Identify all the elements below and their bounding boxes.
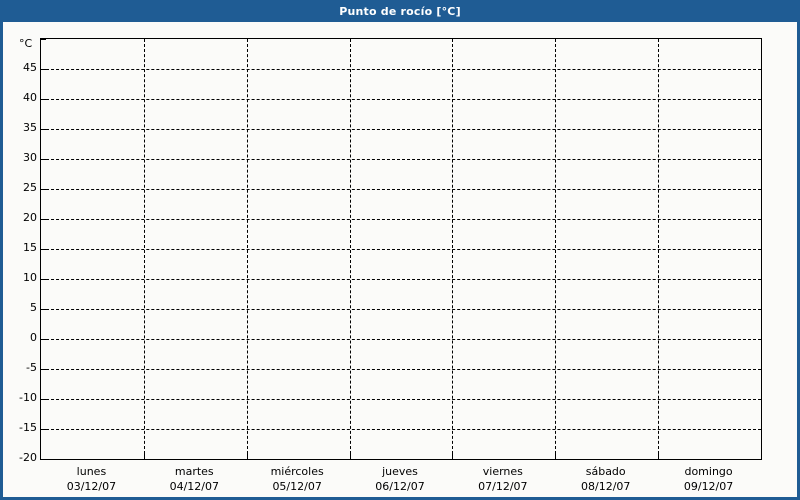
plot-area bbox=[40, 38, 762, 460]
chart-title-bar: Punto de rocío [°C] bbox=[0, 0, 800, 22]
y-axis-tick-label: 10 bbox=[23, 271, 37, 284]
gridline-horizontal bbox=[41, 69, 761, 70]
gridline-horizontal bbox=[41, 369, 761, 370]
x-axis-tick-label: viernes 07/12/07 bbox=[448, 465, 558, 495]
x-axis-date-label: 06/12/07 bbox=[375, 479, 425, 493]
y-axis-tick-label: 30 bbox=[23, 151, 37, 164]
y-axis-unit-label: °C bbox=[19, 37, 33, 50]
x-axis-day-label: lunes bbox=[76, 465, 107, 478]
gridline-vertical bbox=[555, 39, 557, 459]
y-axis-tick bbox=[41, 399, 46, 400]
y-axis-tick bbox=[41, 99, 46, 100]
x-axis-day-label: martes bbox=[174, 465, 214, 478]
x-axis-day-label: sábado bbox=[585, 465, 626, 478]
x-axis-day-label: miércoles bbox=[270, 465, 324, 478]
y-axis-tick-label: 20 bbox=[23, 211, 37, 224]
y-axis-tick-label: 25 bbox=[23, 181, 37, 194]
y-axis-tick-label: 35 bbox=[23, 121, 37, 134]
x-axis-tick-label: lunes 03/12/07 bbox=[36, 465, 146, 495]
x-axis-date-label: 09/12/07 bbox=[683, 479, 734, 493]
y-axis-tick-label: 15 bbox=[23, 241, 37, 254]
y-axis-tick bbox=[41, 339, 46, 340]
x-axis-day-label: jueves bbox=[382, 465, 418, 478]
y-axis-tick bbox=[41, 279, 46, 280]
x-axis-tick bbox=[658, 454, 660, 459]
y-axis-tick-label: 40 bbox=[23, 91, 37, 104]
gridline-horizontal bbox=[41, 339, 761, 340]
y-axis-tick-label: 45 bbox=[23, 61, 37, 74]
gridline-horizontal bbox=[41, 129, 761, 130]
x-axis-date-label: 03/12/07 bbox=[66, 479, 117, 493]
y-axis-tick bbox=[41, 189, 46, 190]
x-axis-tick bbox=[143, 454, 145, 459]
x-axis-date-label: 04/12/07 bbox=[169, 479, 219, 493]
gridline-horizontal bbox=[41, 309, 761, 310]
x-axis-date-label: 07/12/07 bbox=[478, 479, 528, 493]
x-axis-date-label: 08/12/07 bbox=[581, 479, 631, 493]
y-axis-tick bbox=[41, 459, 46, 460]
x-axis-tick-label: martes 04/12/07 bbox=[139, 465, 249, 495]
y-axis-tick-label: 0 bbox=[30, 331, 37, 344]
x-axis-tick-label: jueves 06/12/07 bbox=[345, 465, 455, 495]
y-axis-tick-label: 5 bbox=[30, 301, 37, 314]
gridline-horizontal bbox=[41, 189, 761, 190]
gridline-horizontal bbox=[41, 399, 761, 400]
x-axis-tick bbox=[452, 454, 454, 459]
gridline-horizontal bbox=[41, 219, 761, 220]
y-axis-tick bbox=[41, 69, 46, 70]
x-axis-tick bbox=[349, 454, 351, 459]
x-axis-tick-label: sábado 08/12/07 bbox=[551, 465, 661, 495]
gridline-vertical bbox=[349, 39, 351, 459]
y-axis-tick bbox=[41, 369, 46, 370]
y-axis-tick bbox=[41, 429, 46, 430]
y-axis-tick-label: -20 bbox=[19, 451, 37, 464]
x-axis-tick-label: domingo 09/12/07 bbox=[654, 465, 764, 495]
gridline-vertical bbox=[658, 39, 660, 459]
gridline-horizontal bbox=[41, 159, 761, 160]
x-axis-tick bbox=[246, 454, 248, 459]
chart-title: Punto de rocío [°C] bbox=[339, 4, 461, 18]
gridline-vertical bbox=[143, 39, 145, 459]
y-axis-tick-label: -15 bbox=[19, 421, 37, 434]
x-axis-day-label: domingo bbox=[684, 465, 733, 478]
y-axis-tick bbox=[41, 249, 46, 250]
gridline-horizontal bbox=[41, 279, 761, 280]
x-axis-day-label: viernes bbox=[482, 465, 523, 478]
gridline-horizontal bbox=[41, 99, 761, 100]
y-axis-tick bbox=[41, 129, 46, 130]
y-axis-tick bbox=[41, 219, 46, 220]
gridline-vertical bbox=[452, 39, 454, 459]
gridline-horizontal bbox=[41, 429, 761, 430]
y-axis-tick bbox=[41, 309, 46, 310]
y-axis-tick bbox=[41, 39, 46, 40]
x-axis-date-label: 05/12/07 bbox=[272, 479, 322, 493]
gridline-horizontal bbox=[41, 249, 761, 250]
y-axis-tick bbox=[41, 159, 46, 160]
y-axis-tick-label: -10 bbox=[19, 391, 37, 404]
x-axis-tick bbox=[555, 454, 557, 459]
y-axis-tick-label: -5 bbox=[26, 361, 37, 374]
x-axis-tick-label: miércoles 05/12/07 bbox=[242, 465, 352, 495]
gridline-vertical bbox=[246, 39, 248, 459]
